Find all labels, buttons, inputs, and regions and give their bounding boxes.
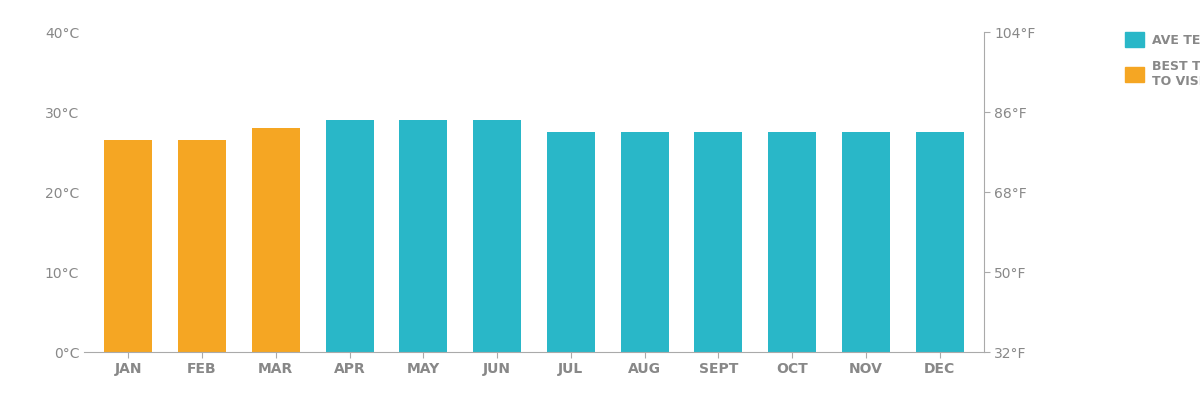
Legend: AVE TEMP, BEST TIME
TO VISIT: AVE TEMP, BEST TIME TO VISIT xyxy=(1126,32,1200,88)
Bar xyxy=(473,120,521,352)
Bar xyxy=(620,132,668,352)
Bar xyxy=(768,132,816,352)
Bar xyxy=(325,120,373,352)
Bar xyxy=(178,140,226,352)
Bar xyxy=(842,132,890,352)
Bar xyxy=(104,140,152,352)
Bar xyxy=(695,132,743,352)
Bar xyxy=(400,120,448,352)
Bar xyxy=(252,128,300,352)
Bar xyxy=(547,132,595,352)
Bar xyxy=(916,132,964,352)
